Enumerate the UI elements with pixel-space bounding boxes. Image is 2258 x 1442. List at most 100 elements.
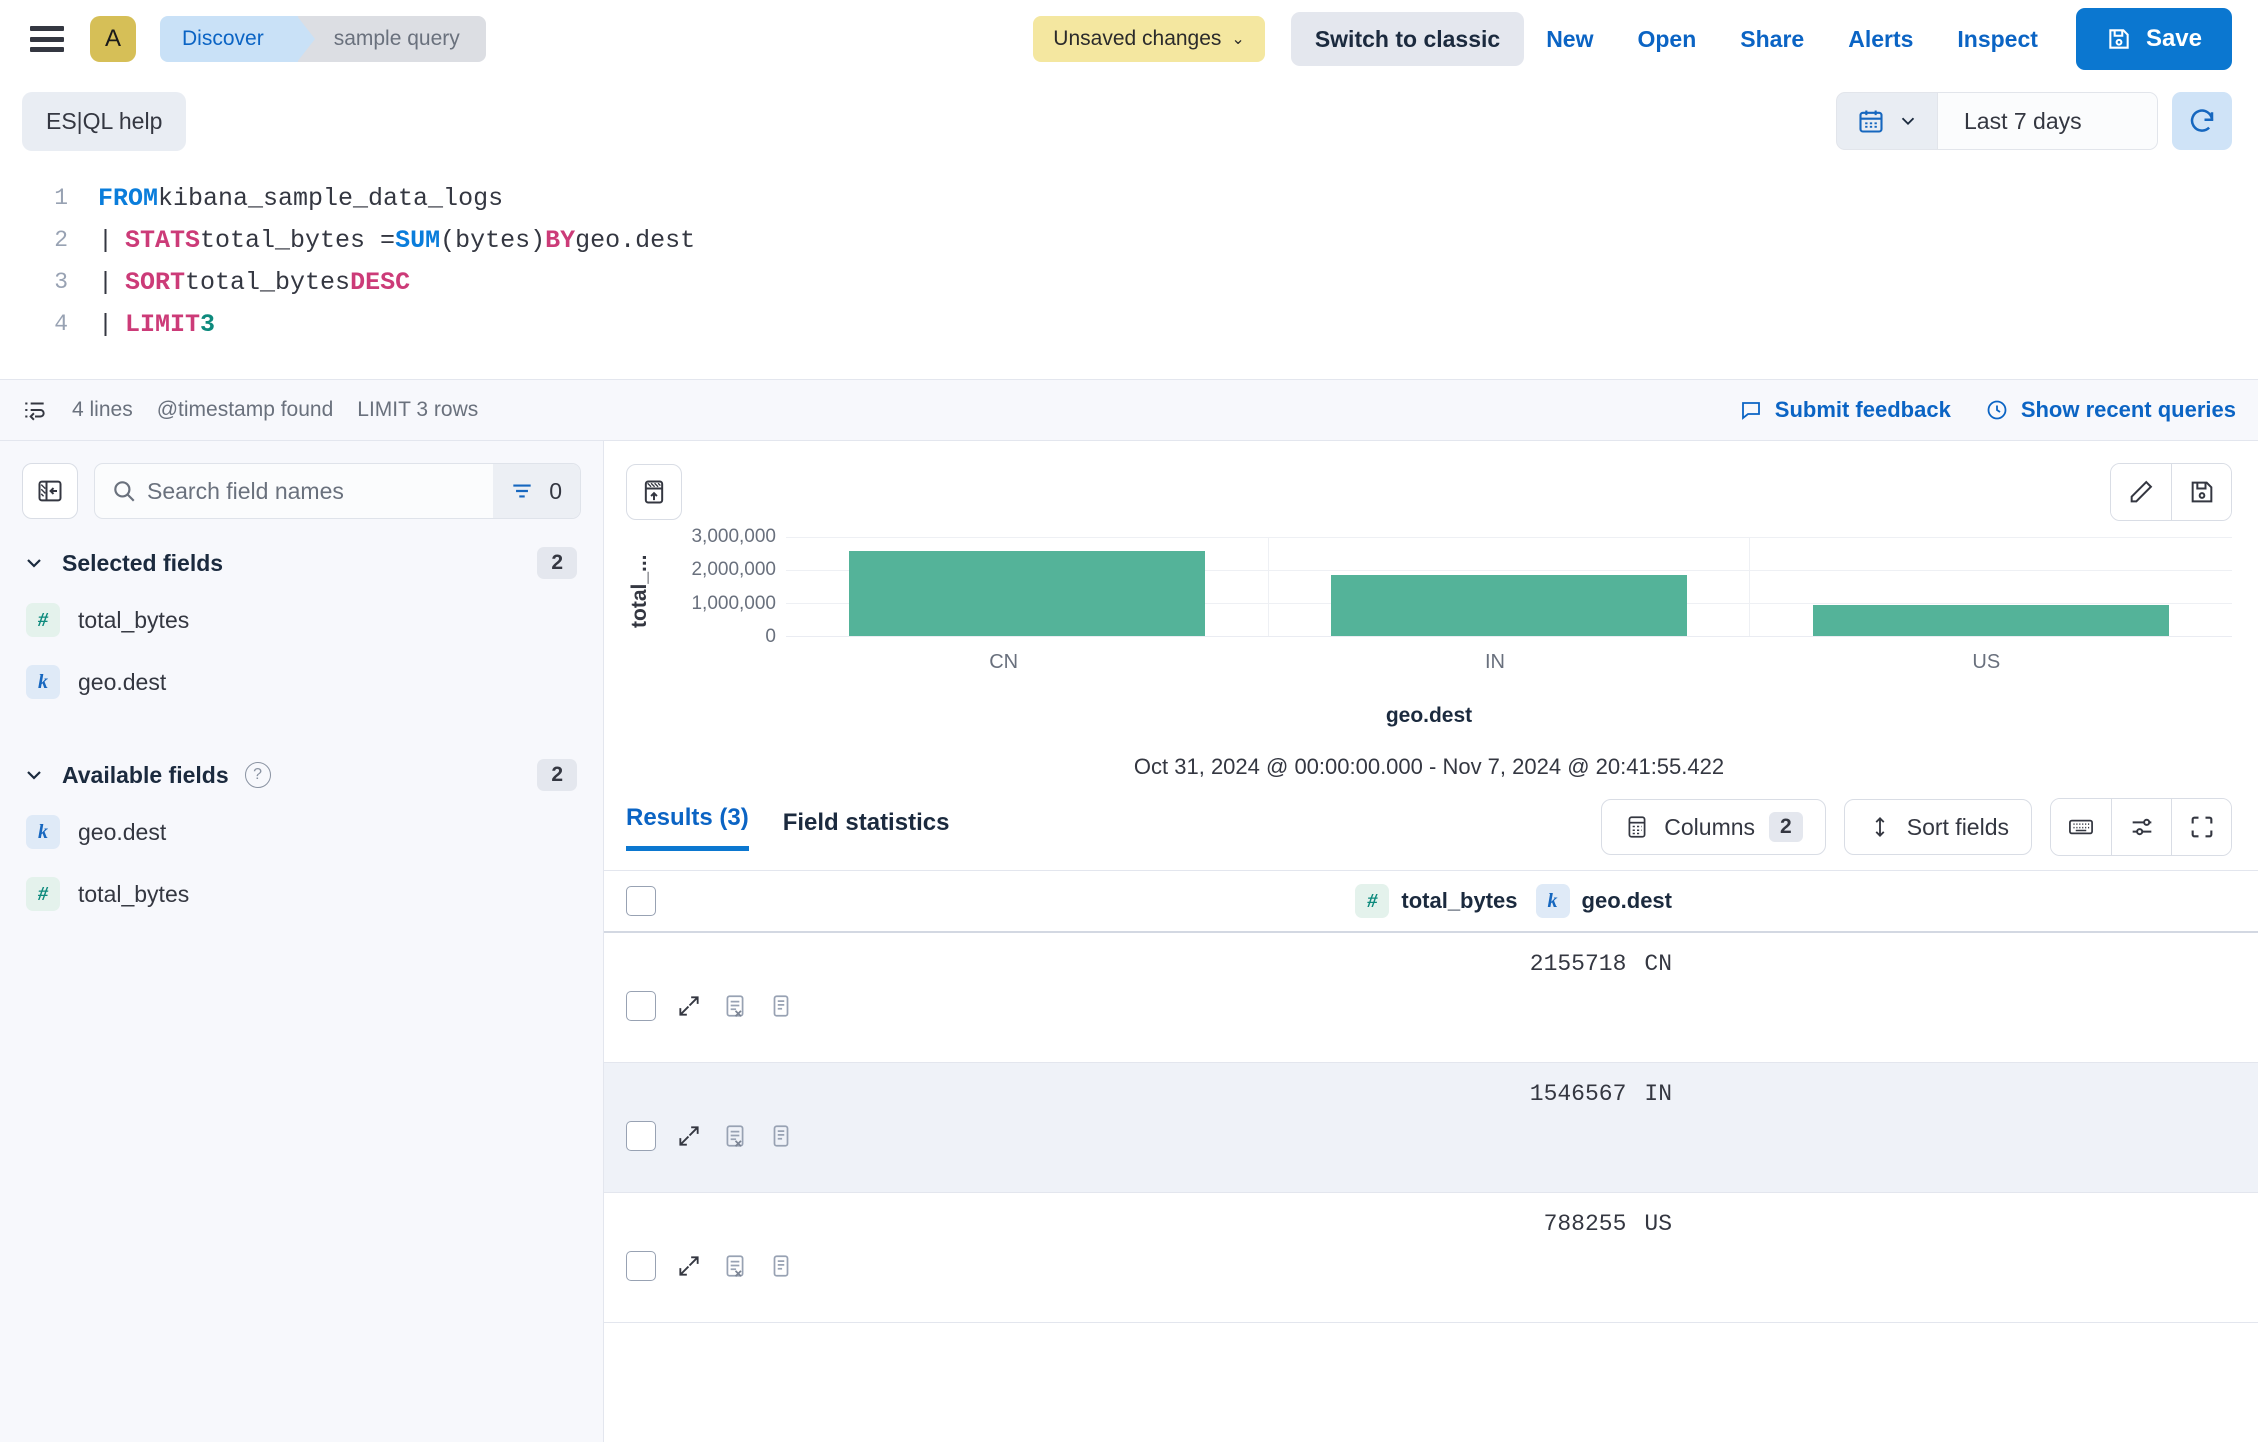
- view-document-icon[interactable]: [768, 1123, 794, 1149]
- row-select-checkbox[interactable]: [626, 1250, 656, 1281]
- code-token: 3: [200, 309, 216, 339]
- results-tabs: Results (3) Field statistics: [626, 804, 949, 851]
- sort-fields-button[interactable]: Sort fields: [1843, 799, 2032, 855]
- search-input[interactable]: [147, 477, 494, 505]
- section-selected-fields[interactable]: Selected fields 2: [22, 519, 581, 589]
- select-all-checkbox[interactable]: [626, 886, 656, 916]
- help-circle-icon[interactable]: ?: [244, 762, 271, 788]
- expand-row-icon[interactable]: [676, 1253, 702, 1279]
- tab-results[interactable]: Results (3): [626, 804, 749, 851]
- save-button[interactable]: Save: [2075, 8, 2232, 70]
- bar-us[interactable]: [1812, 604, 2170, 636]
- keyboard-shortcuts-icon[interactable]: [2051, 799, 2111, 855]
- row-select-checkbox[interactable]: [626, 1120, 656, 1151]
- code-token: total_bytes: [185, 267, 351, 297]
- breadcrumb-item-sample-query[interactable]: sample query: [297, 16, 486, 62]
- submit-feedback-label: Submit feedback: [1774, 397, 1951, 422]
- esql-query-code[interactable]: 1 FROM kibana_sample_data_logs 2 | STATS…: [0, 151, 2258, 379]
- esql-help-button[interactable]: ES|QL help: [22, 92, 187, 151]
- field-filter-button[interactable]: 0: [493, 464, 580, 518]
- cell-total-bytes[interactable]: 2155718: [1529, 951, 1627, 977]
- code-line: 2 | STATS total_bytes = SUM (bytes) BY g…: [24, 219, 2258, 261]
- fullscreen-icon[interactable]: [2171, 799, 2231, 855]
- cell-total-bytes[interactable]: 788255: [1543, 1211, 1627, 1237]
- bar-cell: [1268, 537, 1750, 636]
- comment-icon: [1739, 398, 1763, 422]
- columns-count: 2: [1769, 812, 1803, 842]
- sidebar-available-field-geo-dest[interactable]: k geo.dest: [22, 801, 581, 863]
- field-name: total_bytes: [78, 880, 190, 907]
- code-token: FROM: [98, 183, 159, 213]
- save-chart-icon[interactable]: [2171, 464, 2231, 520]
- keyword-field-icon: k: [26, 815, 60, 849]
- filter-icon: [509, 478, 535, 504]
- expand-chart-icon[interactable]: [626, 464, 682, 520]
- expand-row-icon[interactable]: [676, 993, 702, 1019]
- date-range-control[interactable]: Last 7 days: [1836, 92, 2158, 150]
- table-row[interactable]: 1546567 IN: [604, 1063, 2258, 1193]
- code-token: |: [98, 267, 114, 297]
- expand-row-icon[interactable]: [676, 1123, 702, 1149]
- show-recent-queries-button[interactable]: Show recent queries: [1985, 397, 2236, 423]
- collapse-sidebar-icon[interactable]: [22, 463, 78, 519]
- bar-in[interactable]: [1330, 574, 1688, 636]
- date-range-value[interactable]: Last 7 days: [1937, 93, 2157, 149]
- bar-cn[interactable]: [848, 550, 1206, 636]
- inspect-button[interactable]: Inspect: [1957, 25, 2038, 52]
- view-document-icon[interactable]: [768, 993, 794, 1019]
- hamburger-menu-icon[interactable]: [30, 26, 64, 52]
- filter-out-icon[interactable]: [722, 1123, 748, 1149]
- column-header-geo-dest[interactable]: k geo.dest: [1535, 884, 1672, 918]
- switch-to-classic-button[interactable]: Switch to classic: [1290, 12, 1525, 66]
- display-options-icon[interactable]: [2111, 799, 2171, 855]
- sidebar-toolbar: 0: [22, 463, 581, 519]
- filter-out-icon[interactable]: [722, 993, 748, 1019]
- cell-total-bytes[interactable]: 1546567: [1529, 1081, 1627, 1107]
- columns-button[interactable]: Columns 2: [1601, 799, 1826, 855]
- code-token: geo.dest: [575, 225, 696, 255]
- show-recent-queries-label: Show recent queries: [2020, 397, 2236, 422]
- bar-chart: total_... 3,000,000 2,000,000 1,000,000 …: [626, 526, 2232, 647]
- row-select-checkbox[interactable]: [626, 990, 656, 1021]
- row-controls: [626, 949, 794, 1062]
- row-controls: [626, 1209, 794, 1322]
- calendar-icon: [1857, 107, 1885, 135]
- sidebar-field-total-bytes[interactable]: # total_bytes: [22, 589, 581, 651]
- grid-display-group: [2050, 798, 2232, 856]
- section-available-fields[interactable]: Available fields ? 2: [22, 713, 581, 801]
- row-cells: 1546567 IN: [1530, 1079, 2232, 1192]
- grid-header-row: # total_bytes k geo.dest: [604, 871, 2258, 933]
- avatar[interactable]: A: [90, 16, 136, 62]
- chart-y-axis-label: total_...: [628, 554, 651, 628]
- refresh-button[interactable]: [2172, 92, 2232, 150]
- new-button[interactable]: New: [1546, 25, 1594, 52]
- query-status-actions: Submit feedback Show recent queries: [1739, 397, 2236, 423]
- number-field-icon: #: [26, 603, 60, 637]
- cell-geo-dest[interactable]: US: [1644, 1211, 1672, 1237]
- sidebar-field-geo-dest[interactable]: k geo.dest: [22, 651, 581, 713]
- table-row[interactable]: 2155718 CN: [604, 933, 2258, 1063]
- column-header-total-bytes[interactable]: # total_bytes: [1355, 884, 1518, 918]
- breadcrumb-item-discover[interactable]: Discover: [160, 16, 315, 62]
- unsaved-changes-button[interactable]: Unsaved changes ⌄: [1033, 16, 1265, 62]
- view-document-icon[interactable]: [768, 1253, 794, 1279]
- filter-out-icon[interactable]: [722, 1253, 748, 1279]
- open-button[interactable]: Open: [1637, 25, 1697, 52]
- bar-cell: [786, 537, 1268, 636]
- cell-geo-dest[interactable]: IN: [1644, 1081, 1672, 1107]
- code-token: |: [98, 225, 114, 255]
- line-wrap-icon[interactable]: [22, 397, 48, 423]
- date-quick-select-button[interactable]: [1837, 107, 1937, 135]
- cell-geo-dest[interactable]: CN: [1644, 951, 1672, 977]
- submit-feedback-button[interactable]: Submit feedback: [1739, 397, 1951, 423]
- x-tick-label: US: [1972, 651, 2001, 673]
- tab-field-statistics[interactable]: Field statistics: [782, 808, 950, 836]
- sidebar-available-field-total-bytes[interactable]: # total_bytes: [22, 863, 581, 925]
- table-row[interactable]: 788255 US: [604, 1193, 2258, 1323]
- y-tick-label: 2,000,000: [691, 559, 776, 581]
- limit-rows-label: LIMIT 3 rows: [357, 398, 479, 421]
- share-button[interactable]: Share: [1740, 25, 1805, 52]
- alerts-button[interactable]: Alerts: [1848, 25, 1914, 52]
- pencil-edit-icon[interactable]: [2111, 464, 2171, 520]
- results-toolbar: Results (3) Field statistics Columns 2: [604, 780, 2258, 856]
